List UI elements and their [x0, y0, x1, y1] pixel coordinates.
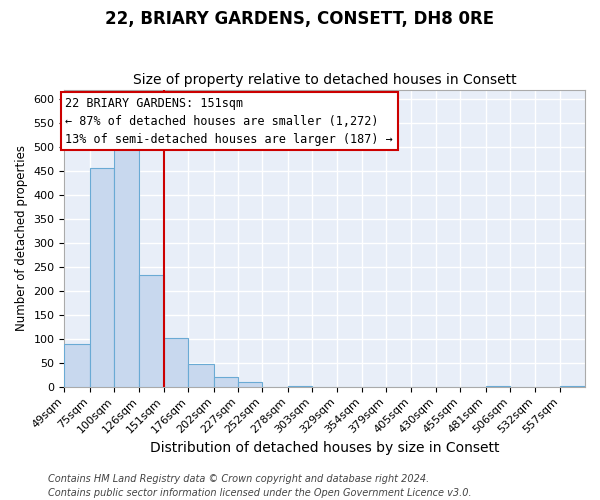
Title: Size of property relative to detached houses in Consett: Size of property relative to detached ho…	[133, 73, 517, 87]
Text: 22, BRIARY GARDENS, CONSETT, DH8 0RE: 22, BRIARY GARDENS, CONSETT, DH8 0RE	[106, 10, 494, 28]
Bar	[90, 168, 114, 386]
Bar	[238, 382, 262, 386]
Y-axis label: Number of detached properties: Number of detached properties	[15, 145, 28, 331]
Bar	[64, 344, 90, 386]
Bar	[164, 338, 188, 386]
Text: Contains HM Land Registry data © Crown copyright and database right 2024.
Contai: Contains HM Land Registry data © Crown c…	[48, 474, 472, 498]
Bar	[214, 377, 238, 386]
Bar	[114, 147, 139, 386]
Bar	[139, 275, 164, 386]
Bar	[188, 364, 214, 386]
Text: 22 BRIARY GARDENS: 151sqm
← 87% of detached houses are smaller (1,272)
13% of se: 22 BRIARY GARDENS: 151sqm ← 87% of detac…	[65, 96, 393, 146]
X-axis label: Distribution of detached houses by size in Consett: Distribution of detached houses by size …	[150, 441, 499, 455]
